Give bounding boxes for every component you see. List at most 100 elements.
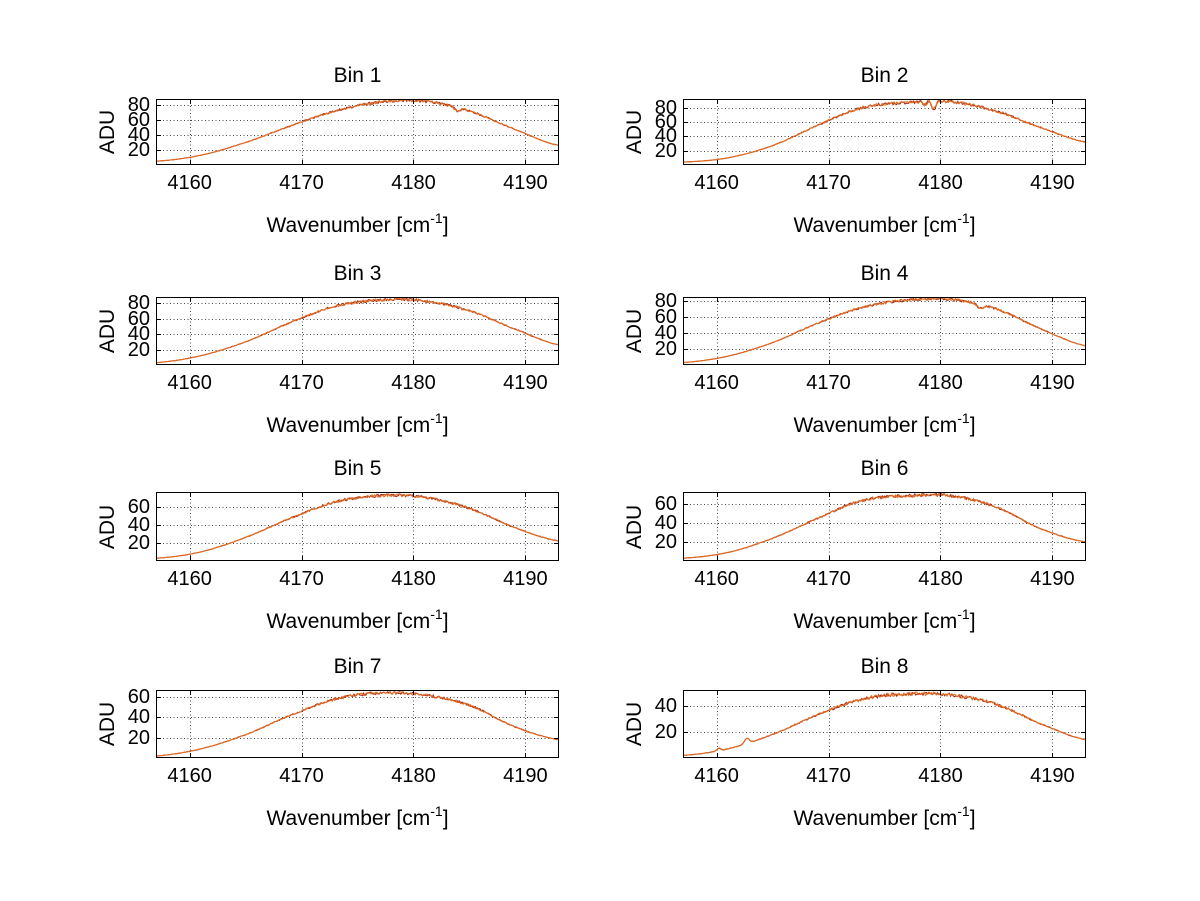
- x-axis-label-exponent: -1: [957, 410, 970, 426]
- x-tick-label: 4170: [279, 765, 324, 787]
- x-tick-label: 4170: [279, 172, 324, 194]
- x-axis-label-text: Wavenumber [cm: [793, 807, 958, 830]
- x-tick-label: 4170: [806, 372, 851, 394]
- x-tick-label: 4170: [806, 765, 851, 787]
- x-axis-label-close-bracket: ]: [969, 807, 976, 830]
- y-tick-label: 20: [654, 720, 677, 743]
- y-tick-label: 40: [654, 322, 677, 344]
- x-axis-label-text: Wavenumber [cm: [793, 414, 958, 437]
- y-tick-label: 80: [654, 96, 677, 119]
- x-tick-label: 4190: [503, 568, 548, 590]
- plot-canvas: [156, 690, 559, 758]
- x-axis-label: Wavenumber [cm-1]: [683, 207, 1086, 238]
- x-axis-label: Wavenumber [cm-1]: [683, 800, 1086, 831]
- y-tick-label: 40: [127, 513, 150, 536]
- x-tick-label: 4160: [694, 372, 739, 394]
- y-tick-label: 80: [654, 290, 677, 312]
- x-tick-label: 4190: [503, 172, 548, 194]
- x-axis-label: Wavenumber [cm-1]: [683, 603, 1086, 634]
- subplot-title: Bin 6: [860, 457, 909, 480]
- y-tick-label: 20: [127, 338, 150, 361]
- x-axis-label-exponent: -1: [957, 606, 970, 622]
- x-axis-label-exponent: -1: [430, 210, 443, 226]
- subplot-title: Bin 3: [333, 262, 382, 285]
- x-tick-label: 4160: [167, 372, 212, 394]
- y-tick-label: 40: [127, 706, 150, 729]
- plot-canvas: [683, 297, 1086, 365]
- x-tick-label: 4180: [918, 372, 963, 394]
- x-tick-label: 4180: [918, 568, 963, 590]
- subplot-bin-6: Bin 6 ADU 20 40 60 4160 4170 4180 4190 Wavenumber…: [623, 458, 1086, 633]
- x-tick-label: 4190: [503, 372, 548, 394]
- y-tick-label: 20: [127, 726, 150, 749]
- x-axis-label-close-bracket: ]: [442, 610, 449, 633]
- x-axis-label-text: Wavenumber [cm: [793, 214, 958, 237]
- y-tick-label: 40: [127, 323, 150, 346]
- x-axis-label: Wavenumber [cm-1]: [683, 407, 1086, 438]
- y-tick-label: 60: [654, 493, 677, 516]
- y-tick-label: 20: [654, 338, 677, 360]
- x-tick-label: 4160: [167, 172, 212, 194]
- y-tick-label: 60: [127, 109, 150, 131]
- x-axis-label-exponent: -1: [430, 410, 443, 426]
- x-tick-label: 4170: [279, 568, 324, 590]
- y-tick-label: 40: [654, 125, 677, 148]
- y-tick-label: 40: [127, 124, 150, 146]
- x-axis-label: Wavenumber [cm-1]: [156, 800, 559, 831]
- x-tick-label: 4180: [391, 765, 436, 787]
- y-tick-label: 40: [654, 512, 677, 535]
- y-tick-label: 60: [127, 495, 150, 518]
- x-tick-label: 4180: [918, 172, 963, 194]
- y-tick-label: 20: [654, 531, 677, 554]
- x-axis-label: Wavenumber [cm-1]: [156, 603, 559, 634]
- y-tick-label: 80: [127, 94, 150, 116]
- x-axis-label-exponent: -1: [430, 606, 443, 622]
- x-tick-label: 4160: [694, 172, 739, 194]
- x-tick-label: 4180: [391, 172, 436, 194]
- x-tick-label: 4190: [503, 765, 548, 787]
- x-axis-label-text: Wavenumber [cm: [266, 214, 431, 237]
- x-axis-label-text: Wavenumber [cm: [266, 610, 431, 633]
- x-tick-label: 4170: [806, 172, 851, 194]
- x-axis-label-close-bracket: ]: [442, 214, 449, 237]
- x-tick-label: 4190: [1030, 172, 1075, 194]
- subplot-bin-5: Bin 5 ADU 20 40 60 4160 4170 4180 4190 Wavenumber…: [96, 458, 559, 633]
- x-tick-label: 4180: [918, 765, 963, 787]
- subplot-bin-3: Bin 3 ADU 20 40 60 80 4160 4170 4180 4190 Wavenumb…: [96, 263, 559, 437]
- y-tick-label: 60: [127, 686, 150, 709]
- y-tick-label: 60: [127, 307, 150, 330]
- x-axis-label-close-bracket: ]: [969, 610, 976, 633]
- subplot-bin-7: Bin 7 ADU 20 40 60 4160 4170 4180 4190 Wavenumber…: [96, 656, 559, 830]
- subplot-title: Bin 8: [860, 655, 909, 678]
- x-axis-label-exponent: -1: [430, 803, 443, 819]
- x-axis-label-text: Wavenumber [cm: [266, 807, 431, 830]
- x-tick-label: 4180: [391, 568, 436, 590]
- subplot-bin-8: Bin 8 ADU 20 40 4160 4170 4180 4190 Wavenumber […: [623, 656, 1086, 830]
- x-axis-label-text: Wavenumber [cm: [793, 610, 958, 633]
- x-tick-label: 4170: [279, 372, 324, 394]
- x-axis-label-close-bracket: ]: [969, 414, 976, 437]
- x-tick-label: 4190: [1030, 372, 1075, 394]
- x-tick-label: 4190: [1030, 765, 1075, 787]
- x-tick-label: 4180: [391, 372, 436, 394]
- y-tick-label: 60: [654, 111, 677, 133]
- x-axis-label-close-bracket: ]: [442, 807, 449, 830]
- plot-canvas: [683, 99, 1086, 165]
- subplot-bin-1: Bin 1 ADU 20 40 60 80 4160 4170 4180 4190 Wavenumb…: [96, 65, 559, 237]
- x-axis-label-exponent: -1: [957, 210, 970, 226]
- x-tick-label: 4160: [694, 765, 739, 787]
- x-axis-label: Wavenumber [cm-1]: [156, 207, 559, 238]
- y-tick-label: 80: [127, 292, 150, 315]
- y-tick-label: 20: [654, 139, 677, 162]
- subplot-title: Bin 2: [860, 64, 909, 87]
- plot-canvas: [683, 690, 1086, 758]
- x-tick-label: 4160: [167, 765, 212, 787]
- plot-canvas: [156, 492, 559, 561]
- subplot-bin-4: Bin 4 ADU 20 40 60 80 4160 4170 4180 4190 Wavenumb…: [623, 263, 1086, 437]
- x-axis-label-close-bracket: ]: [442, 414, 449, 437]
- subplot-title: Bin 5: [333, 457, 382, 480]
- subplot-title: Bin 4: [860, 262, 909, 285]
- x-axis-label-text: Wavenumber [cm: [266, 414, 431, 437]
- y-tick-label: 20: [127, 531, 150, 554]
- subplot-title: Bin 7: [333, 655, 382, 678]
